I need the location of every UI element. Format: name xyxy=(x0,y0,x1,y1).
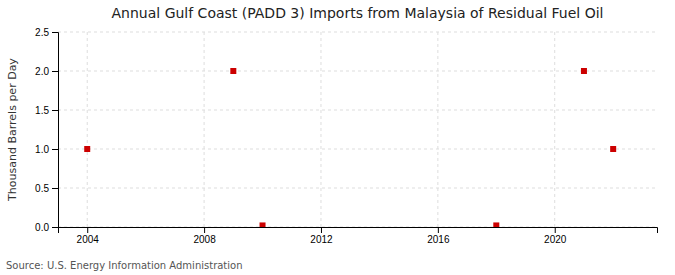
y-tick-mark xyxy=(52,32,58,33)
y-tick-label: 2.5 xyxy=(35,27,49,38)
y-tick-mark xyxy=(52,188,58,189)
y-axis-label: Thousand Barrels per Day xyxy=(6,58,19,202)
point xyxy=(610,146,616,152)
point xyxy=(493,222,499,227)
x-tick-label: 2020 xyxy=(544,234,567,245)
grid-line xyxy=(87,32,88,227)
y-tick: 1.0 xyxy=(35,144,58,155)
point xyxy=(230,68,236,74)
x-tick-mark xyxy=(438,227,439,233)
title: Annual Gulf Coast (PADD 3) Imports from … xyxy=(112,5,604,21)
grid-line xyxy=(58,149,657,150)
grid-line xyxy=(58,188,657,189)
y-tick-label: 2.0 xyxy=(35,66,49,77)
y-tick-label: 1.0 xyxy=(35,144,49,155)
x-tick-label: 2008 xyxy=(193,234,216,245)
grid-line xyxy=(58,32,657,33)
source: Source: U.S. Energy Information Administ… xyxy=(6,260,243,271)
y-tick-mark xyxy=(52,110,58,111)
y-tick-mark xyxy=(52,71,58,72)
y-tick-label: 0.0 xyxy=(35,222,49,233)
y-tick: 2.0 xyxy=(35,66,58,77)
x-tick: 2008 xyxy=(193,227,216,245)
y-tick: 1.5 xyxy=(35,105,58,116)
points xyxy=(84,68,616,227)
grid-line xyxy=(58,110,657,111)
x-tick-mark xyxy=(87,227,88,233)
x-tick-label: 2016 xyxy=(427,234,450,245)
grid-line xyxy=(320,32,321,227)
point xyxy=(84,146,90,152)
grid-line xyxy=(58,71,657,72)
x-tick-mark xyxy=(321,227,322,233)
point xyxy=(581,68,587,74)
x-axis: 2004 2008 2012 2016 2020 xyxy=(59,227,658,245)
x-tick: 2004 xyxy=(77,227,100,245)
y-tick: 0.5 xyxy=(35,183,58,194)
chart: Annual Gulf Coast (PADD 3) Imports from … xyxy=(0,0,675,275)
x-tick: 2020 xyxy=(544,227,567,245)
y-tick-label: 1.5 xyxy=(35,105,49,116)
grid-line xyxy=(437,32,438,227)
x-tick: 2016 xyxy=(427,227,450,245)
x-tick-mark xyxy=(555,227,556,233)
x-tick: 2012 xyxy=(310,227,333,245)
point xyxy=(260,222,266,227)
y-tick-label: 0.5 xyxy=(35,183,49,194)
y-tick: 2.5 xyxy=(35,27,58,38)
y-tick-mark xyxy=(52,227,58,228)
grid-line xyxy=(554,32,555,227)
grid xyxy=(58,32,657,227)
y-axis-line xyxy=(52,33,59,228)
x-tick-label: 2012 xyxy=(310,234,333,245)
y-axis: 0.0 0.5 1.0 1.5 2.0 2.5 xyxy=(35,27,58,233)
x-axis-line xyxy=(59,228,658,234)
plot: 2004 2008 2012 2016 2020 0.0 0.5 1.0 1.5 2.0 2.5 xyxy=(35,27,657,245)
y-tick: 0.0 xyxy=(35,222,58,233)
x-tick-label: 2004 xyxy=(77,234,100,245)
grid-line xyxy=(204,32,205,227)
x-tick-mark xyxy=(204,227,205,233)
y-tick-mark xyxy=(52,149,58,150)
